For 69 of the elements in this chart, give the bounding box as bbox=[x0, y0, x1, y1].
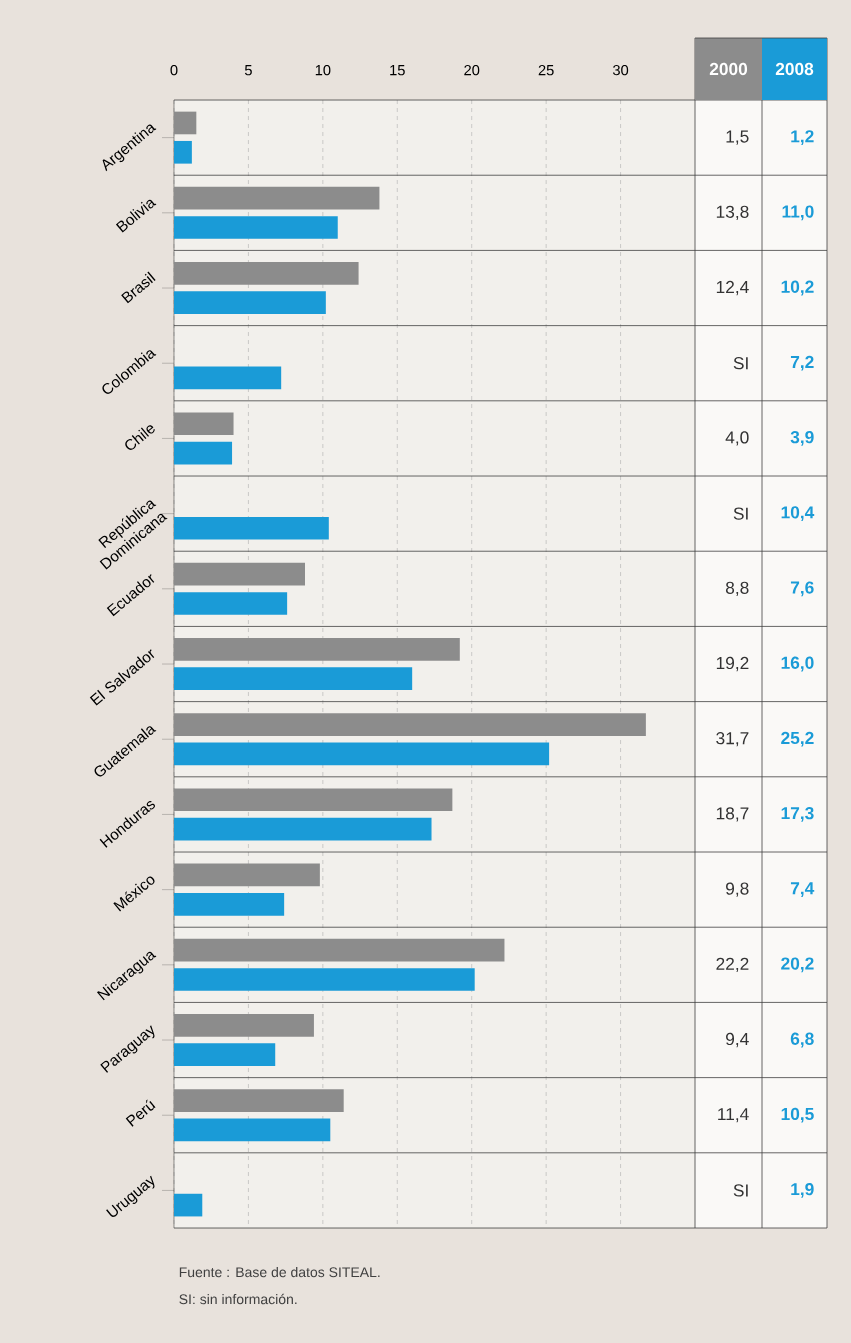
data-label: 13,8 bbox=[716, 205, 749, 220]
data-label: 9,4 bbox=[726, 1032, 749, 1048]
data-label: 7,4 bbox=[790, 882, 815, 897]
data-label: 1,2 bbox=[791, 130, 814, 145]
data-label: 17,3 bbox=[781, 807, 814, 822]
data-label: 11,0 bbox=[782, 205, 814, 221]
x-tick-label: 30 bbox=[612, 64, 629, 76]
bar bbox=[174, 968, 475, 991]
data-label: 25,2 bbox=[781, 731, 814, 747]
bar bbox=[174, 291, 326, 315]
bar bbox=[174, 892, 285, 916]
bar bbox=[174, 111, 197, 135]
data-label: 6,8 bbox=[790, 1032, 814, 1048]
bar bbox=[174, 412, 234, 436]
data-label: 10,5 bbox=[781, 1107, 814, 1123]
bar bbox=[174, 863, 320, 887]
x-tick-label: 0 bbox=[170, 64, 178, 76]
bar bbox=[174, 1118, 331, 1142]
bar bbox=[174, 262, 359, 285]
x-tick-label: 20 bbox=[464, 64, 480, 76]
x-tick-label: 15 bbox=[390, 65, 405, 76]
bar bbox=[174, 140, 192, 164]
data-label: 3,9 bbox=[790, 431, 814, 446]
x-tick-label: 5 bbox=[244, 65, 252, 76]
y-tick-label: Chile bbox=[125, 425, 155, 450]
bar bbox=[174, 186, 380, 210]
data-label: 7,6 bbox=[790, 581, 814, 597]
data-label: 10,4 bbox=[781, 506, 815, 521]
data-label: 1,9 bbox=[791, 1183, 814, 1198]
bar bbox=[174, 441, 233, 465]
bar bbox=[174, 516, 329, 540]
bar bbox=[174, 713, 646, 736]
data-label: 16,0 bbox=[781, 656, 814, 672]
data-label: 1,5 bbox=[726, 130, 749, 145]
bar bbox=[174, 216, 338, 239]
bar bbox=[174, 1193, 203, 1217]
x-tick-label: 10 bbox=[315, 64, 331, 76]
text: SI bbox=[733, 357, 748, 370]
text: SI bbox=[733, 507, 748, 520]
data-label: 8,8 bbox=[725, 581, 749, 596]
data-label: 4,0 bbox=[725, 431, 749, 446]
bar bbox=[174, 788, 453, 812]
data-label: 22,2 bbox=[716, 957, 749, 972]
bar bbox=[174, 667, 413, 691]
bar bbox=[174, 562, 305, 586]
bar bbox=[174, 1014, 314, 1037]
source-note: Fuente : Base de datos SITEAL. bbox=[179, 1266, 380, 1278]
bar bbox=[174, 1089, 344, 1112]
bar bbox=[174, 742, 550, 766]
data-label: 31,7 bbox=[716, 732, 749, 747]
bar bbox=[174, 366, 282, 390]
text: 2008 bbox=[775, 62, 814, 76]
text: SI: sin información. bbox=[179, 1293, 297, 1305]
text: 2000 bbox=[709, 62, 748, 76]
data-label: 7,2 bbox=[790, 355, 814, 371]
data-label: 18,7 bbox=[716, 807, 749, 822]
data-label: 10,2 bbox=[781, 280, 814, 296]
bar bbox=[174, 938, 505, 962]
bar bbox=[174, 638, 460, 661]
text: SI bbox=[733, 1184, 748, 1197]
data-label: 19,2 bbox=[716, 656, 749, 672]
x-tick-label: 25 bbox=[538, 64, 554, 76]
data-label: 11,4 bbox=[718, 1108, 749, 1123]
data-label: 9,8 bbox=[726, 882, 749, 897]
bar bbox=[174, 592, 288, 615]
data-label: 12,4 bbox=[716, 280, 749, 296]
bar bbox=[174, 1043, 276, 1067]
bar bbox=[174, 817, 432, 841]
data-label: 20,2 bbox=[781, 957, 814, 973]
